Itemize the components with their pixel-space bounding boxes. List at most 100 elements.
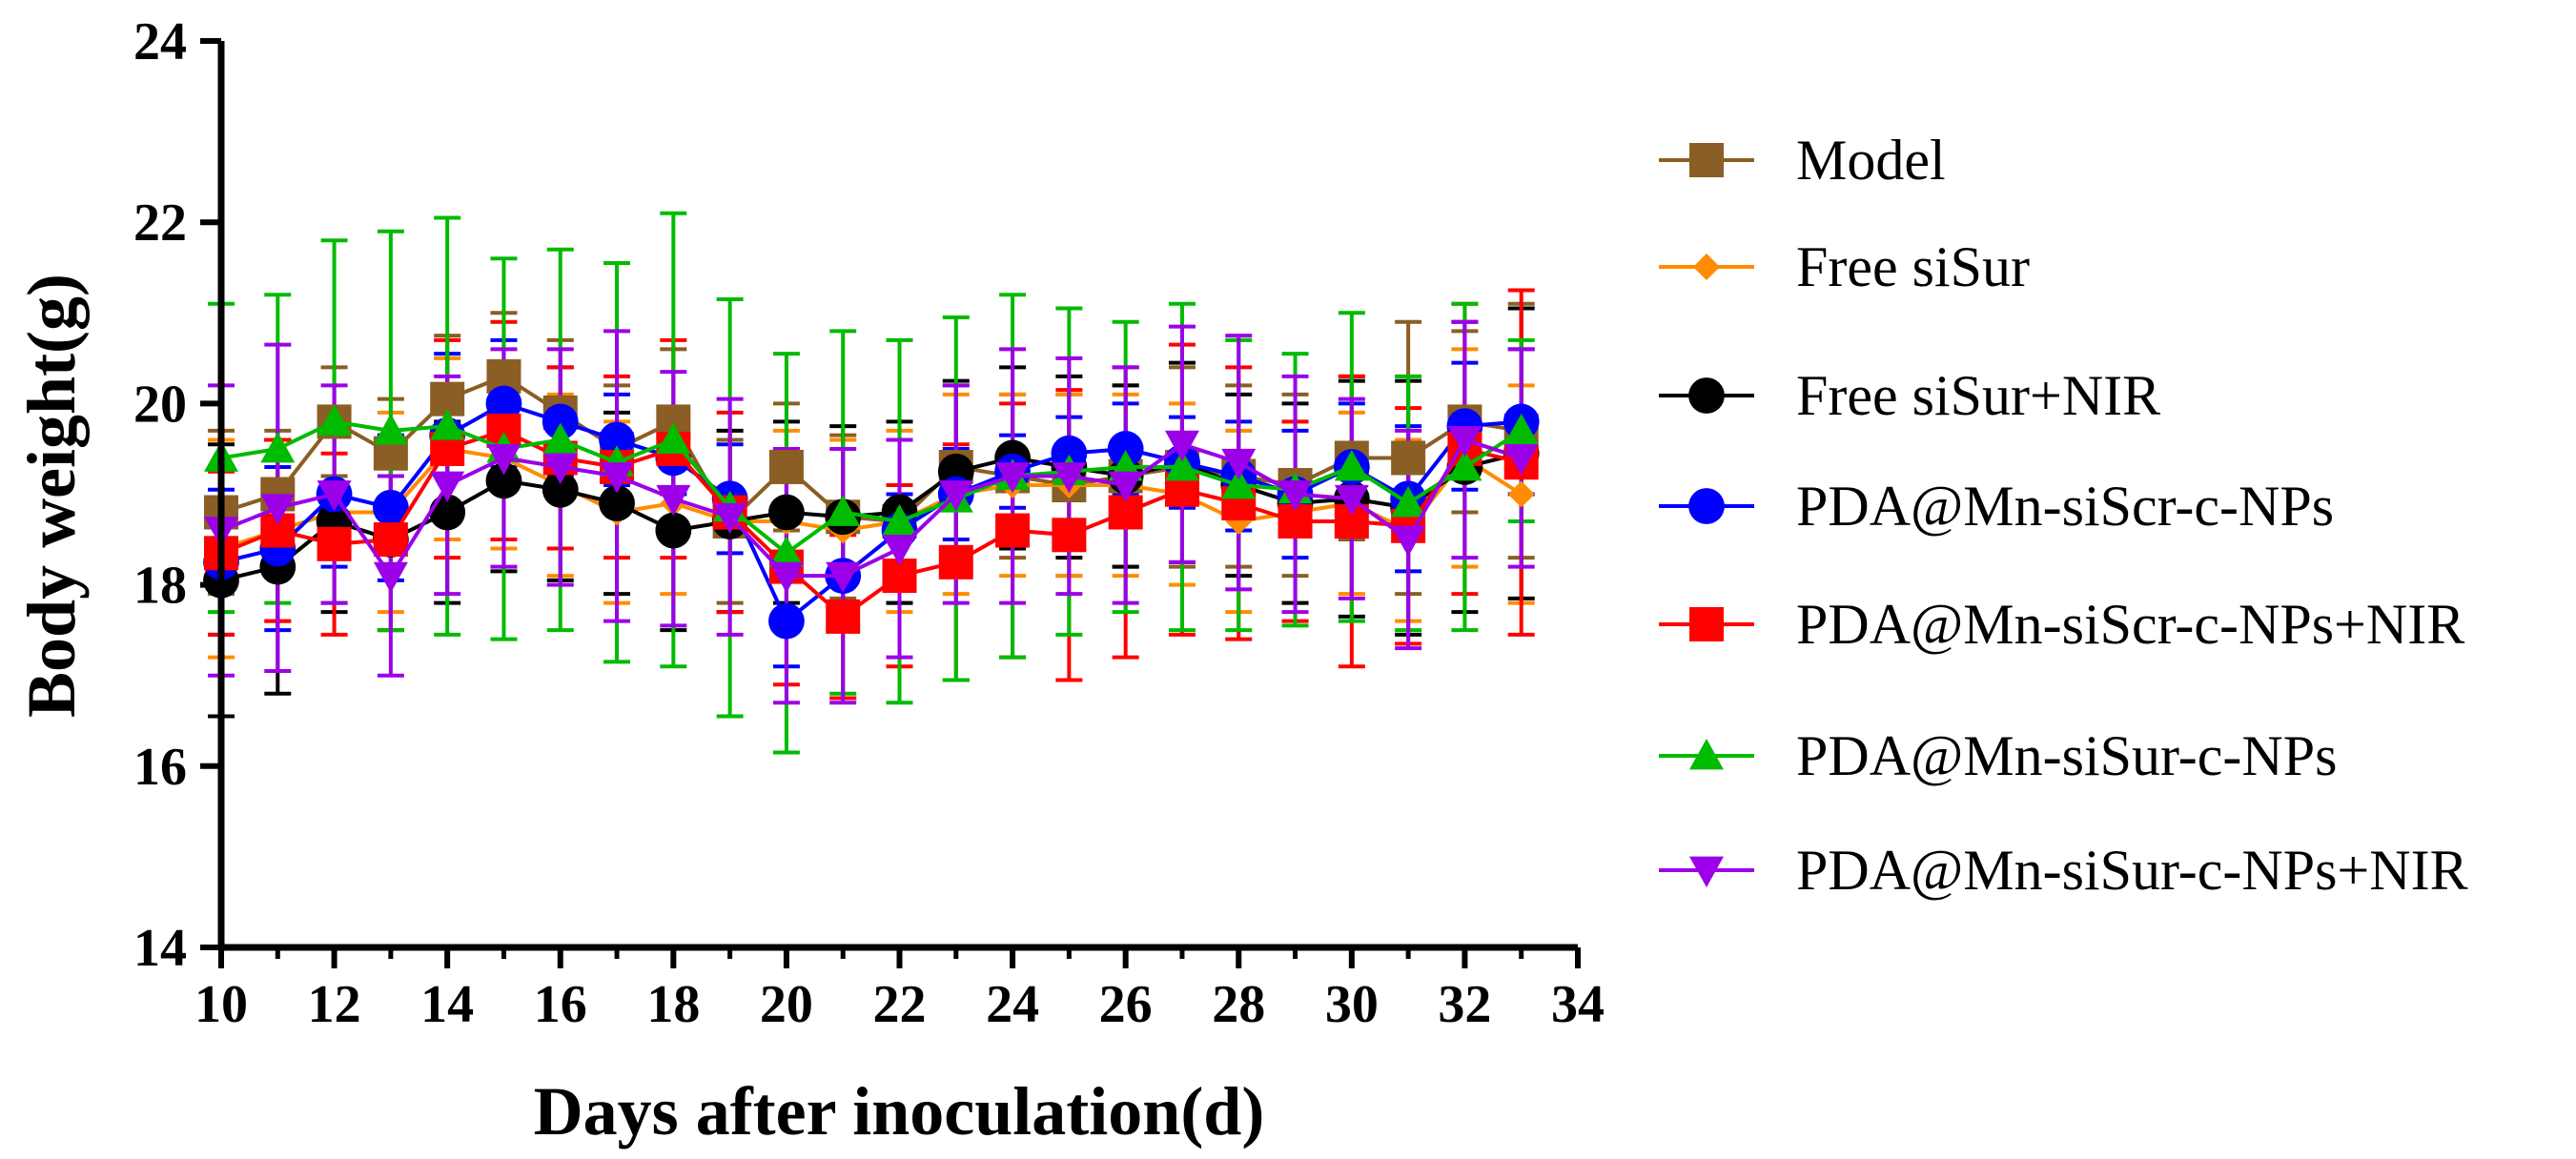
data-point	[882, 504, 917, 536]
x-tick-label: 34	[1551, 975, 1605, 1034]
data-point	[938, 480, 973, 512]
data-point	[260, 431, 296, 463]
data-point	[1221, 448, 1257, 480]
data-point	[542, 471, 579, 508]
data-point	[768, 561, 804, 594]
data-point	[373, 561, 408, 594]
data-point	[485, 385, 522, 422]
x-tick-label: 20	[760, 975, 813, 1034]
data-point	[373, 413, 408, 445]
data-point	[882, 535, 917, 566]
y-tick-label: 22	[133, 193, 187, 253]
data-point	[768, 494, 805, 531]
data-point	[1108, 471, 1143, 502]
x-tick-label: 18	[646, 975, 700, 1034]
data-point	[1164, 449, 1199, 481]
data-point	[1447, 426, 1482, 458]
x-tick-label: 30	[1325, 975, 1379, 1034]
legend-item: PDA@Mn-siScr-c-NPs+NIR	[1659, 593, 2464, 656]
legend-marker	[1689, 856, 1724, 887]
x-tick-label: 22	[873, 975, 927, 1034]
y-tick-label: 14	[133, 919, 187, 978]
legend: Model Free siSur Free siSur+NIR PDA@Mn-siSc…	[1659, 129, 2468, 902]
x-tick-label: 16	[534, 975, 587, 1034]
data-point	[372, 489, 409, 526]
series-line	[220, 428, 1523, 620]
legend-marker	[1689, 143, 1724, 177]
data-point	[995, 513, 1031, 548]
data-point	[600, 462, 635, 494]
axes: 10 12 14 16 18 20 22 24 26 28 30 32 34 14 16 18 20 22 24	[133, 12, 1605, 1034]
data-point	[599, 485, 635, 521]
data-point	[1447, 449, 1482, 481]
data-point	[485, 462, 522, 499]
data-point	[1278, 480, 1313, 512]
data-point	[768, 536, 804, 567]
data-point	[1052, 518, 1087, 553]
data-point	[599, 421, 635, 458]
y-axis-title: Body weight(g)	[13, 274, 90, 718]
x-tick-label: 28	[1212, 975, 1265, 1034]
y-tick-label: 20	[133, 375, 187, 434]
legend-label: PDA@Mn-siScr-c-NPs	[1796, 475, 2334, 538]
data-point	[542, 422, 578, 454]
x-tick-label: 26	[1099, 975, 1153, 1034]
legend-marker	[1693, 254, 1720, 280]
legend-label: PDA@Mn-siScr-c-NPs+NIR	[1796, 593, 2464, 656]
data-point	[373, 522, 408, 558]
plot-area	[203, 211, 1540, 755]
legend-item: Free siSur	[1659, 235, 2030, 298]
data-point	[768, 602, 805, 640]
data-point	[317, 480, 352, 512]
data-point	[317, 404, 352, 436]
data-point	[768, 449, 804, 484]
x-axis-title: Days after inoculation(d)	[534, 1073, 1265, 1149]
legend-label: Model	[1796, 129, 1946, 192]
legend-item: PDA@Mn-siScr-c-NPs	[1659, 475, 2334, 538]
data-point	[1164, 430, 1199, 462]
legend-marker	[1689, 607, 1724, 641]
series-line	[220, 401, 1522, 624]
data-point	[938, 544, 973, 580]
x-tick-label: 10	[194, 975, 248, 1034]
legend-marker	[1688, 488, 1725, 524]
legend-label: PDA@Mn-siSur-c-NPs+NIR	[1796, 839, 2468, 902]
data-point	[542, 453, 578, 484]
data-point	[430, 471, 465, 502]
series-pda-mn-sisur-c-nps-nir	[204, 426, 1539, 594]
y-tick-label: 18	[133, 557, 187, 616]
data-point	[1107, 431, 1144, 467]
legend-item: Free siSur+NIR	[1659, 364, 2160, 427]
data-point	[995, 462, 1031, 494]
data-point	[1221, 467, 1257, 499]
legend-label: Free siSur	[1796, 235, 2030, 298]
data-point	[656, 422, 691, 454]
data-point	[260, 494, 296, 525]
data-point	[1503, 413, 1539, 445]
data-point	[826, 495, 861, 526]
legend-label: Free siSur+NIR	[1796, 364, 2160, 427]
data-point	[317, 526, 352, 561]
data-point	[1334, 484, 1369, 517]
series-line	[220, 437, 1523, 580]
data-point	[429, 494, 466, 531]
data-point	[826, 561, 861, 594]
x-tick-label: 12	[308, 975, 361, 1034]
data-point	[1334, 449, 1369, 481]
data-point	[655, 512, 692, 549]
legend-item: PDA@Mn-siSur-c-NPs	[1659, 724, 2337, 787]
x-tick-label: 32	[1438, 975, 1491, 1034]
data-point	[1052, 462, 1087, 494]
data-point	[430, 409, 465, 440]
error-bars-pda-mn-sisur-c-nps	[208, 211, 1535, 755]
legend-marker	[1689, 739, 1724, 770]
y-tick-label: 24	[133, 12, 187, 71]
data-point	[1507, 480, 1535, 508]
y-tick-label: 16	[133, 738, 187, 797]
data-point	[1391, 440, 1426, 476]
legend-item: Model	[1659, 129, 1946, 192]
data-point	[1391, 486, 1426, 518]
data-point	[1391, 525, 1426, 558]
legend-item: PDA@Mn-siSur-c-NPs+NIR	[1659, 839, 2468, 902]
